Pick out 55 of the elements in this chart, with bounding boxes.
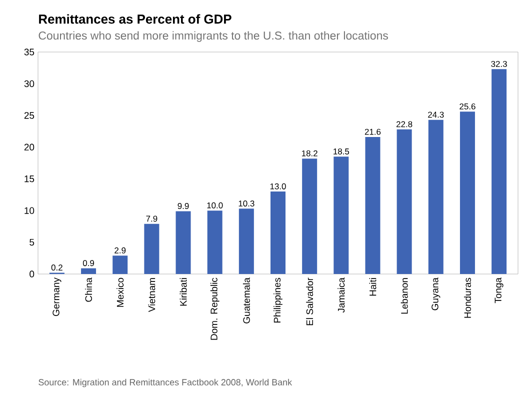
data-label: 0.2	[51, 264, 62, 271]
data-label: 2.9	[114, 247, 126, 254]
data-label: 24.3	[428, 112, 444, 118]
data-label: 13.0	[270, 183, 286, 190]
y-tick-label: 35	[24, 48, 34, 56]
bar	[428, 120, 444, 274]
data-label: 10.0	[207, 202, 223, 208]
x-tick-label: Jamaica	[338, 278, 345, 313]
y-tick-label: 25	[24, 112, 34, 119]
bar	[396, 129, 412, 274]
x-tick-label: Lebanon	[400, 278, 408, 314]
x-tick-label: Philippines	[274, 278, 282, 323]
x-tick-label: Haiti	[369, 278, 376, 296]
bar	[492, 69, 507, 274]
x-tick-label: Guyana	[432, 278, 440, 310]
x-tick-label: Kiribati	[180, 278, 187, 306]
x-tick-label: Vietnam	[148, 278, 156, 312]
data-label: 25.6	[460, 103, 476, 110]
y-tick-label: 5	[30, 238, 34, 246]
bar	[81, 268, 96, 274]
x-tick-label: Dom. Republic	[210, 278, 220, 340]
y-tick-label: 30	[24, 80, 34, 88]
x-tick-label: El Salvador	[306, 278, 314, 326]
bar	[176, 211, 191, 274]
data-label: 18.2	[302, 150, 318, 156]
y-tick-label: 15	[24, 176, 34, 182]
bar	[112, 256, 128, 274]
bar	[144, 224, 160, 274]
y-tick-label: 10	[24, 207, 34, 214]
data-label: 18.5	[334, 148, 350, 154]
data-label: 0.9	[82, 260, 94, 266]
bar	[460, 112, 475, 274]
x-tick-label: Honduras	[464, 278, 471, 318]
bar	[207, 210, 222, 274]
bar	[365, 136, 380, 274]
data-label: 7.9	[146, 216, 158, 222]
data-label: 9.9	[178, 203, 189, 210]
x-tick-label: Tonga	[494, 278, 504, 304]
source-note: Source: Migration and Remittances Factbook 2008, World Bank	[38, 378, 292, 388]
y-tick-label: 0	[30, 270, 34, 278]
chart-subtitle: Countries who send more immigrants to the U.S. than other locations	[38, 31, 388, 42]
data-label: 22.8	[396, 121, 412, 128]
x-tick-label: China	[85, 278, 92, 302]
bar	[334, 156, 349, 274]
y-tick-label: 20	[24, 144, 34, 150]
bar	[238, 208, 254, 274]
bar	[270, 192, 286, 274]
x-tick-label: Mexico	[116, 278, 124, 307]
x-tick-label: Germany	[52, 278, 62, 316]
chart-title: Remittances as Percent of GDP	[39, 14, 232, 24]
data-label: 32.3	[491, 60, 507, 67]
data-label: 21.6	[364, 128, 381, 135]
data-label: 10.3	[238, 200, 254, 206]
x-tick-label: Guatemala	[242, 278, 250, 324]
bar	[302, 158, 318, 274]
